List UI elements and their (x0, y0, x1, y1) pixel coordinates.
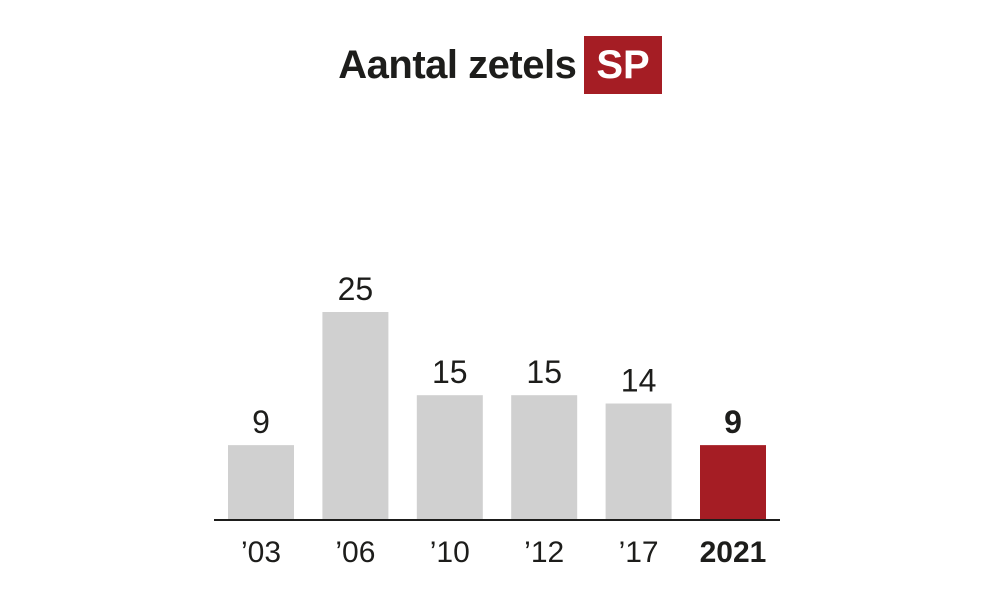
bar-3 (511, 395, 578, 520)
x-tick-label-3: ’12 (524, 536, 564, 569)
chart-title-text: Aantal zetels (338, 42, 577, 87)
bar-4 (605, 403, 672, 520)
x-tick-label-0: ’03 (241, 536, 281, 569)
bar-0 (228, 445, 294, 520)
bars-group (228, 312, 766, 520)
bar-value-label-5: 9 (724, 404, 742, 440)
bar-2 (416, 395, 483, 520)
tick-labels-group: ’03 ’06 ’10 ’12 ’17 2021 (241, 536, 766, 569)
bar-1 (322, 312, 389, 520)
x-tick-label-1: ’06 (335, 536, 375, 569)
party-badge: SP (584, 36, 662, 94)
bar-5 (700, 445, 766, 520)
bar-value-label-2: 15 (432, 354, 468, 390)
value-labels-group: 9 25 15 15 14 9 (252, 271, 742, 440)
bar-value-label-0: 9 (252, 404, 270, 440)
bar-value-label-3: 15 (526, 354, 562, 390)
x-tick-label-4: ’17 (619, 536, 659, 569)
x-tick-label-5: 2021 (700, 536, 767, 569)
bar-value-label-4: 14 (621, 363, 657, 399)
x-tick-label-2: ’10 (430, 536, 470, 569)
chart-title: Aantal zetels SP (0, 36, 1000, 94)
bar-value-label-1: 25 (338, 271, 374, 307)
